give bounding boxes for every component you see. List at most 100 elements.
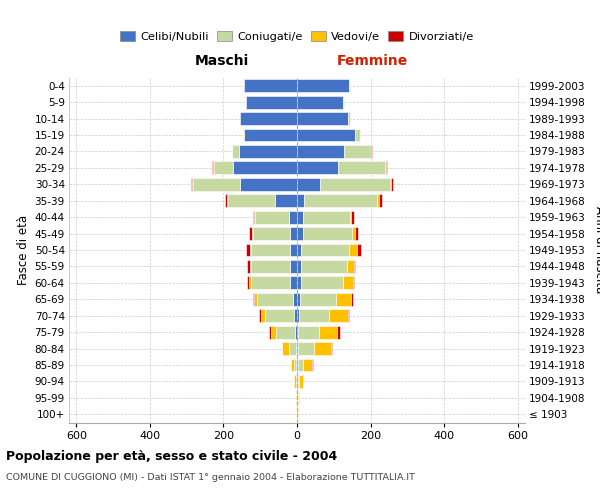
Bar	[301, 244, 349, 256]
Bar	[347, 260, 354, 273]
Bar	[253, 227, 290, 240]
Bar	[249, 227, 252, 240]
Bar	[227, 194, 228, 207]
Bar	[275, 194, 297, 207]
Bar	[193, 178, 240, 190]
Bar	[297, 210, 302, 224]
Bar	[295, 375, 296, 388]
Bar	[297, 194, 304, 207]
Bar	[290, 260, 297, 273]
Bar	[297, 112, 349, 125]
Bar	[353, 276, 354, 289]
Bar	[299, 375, 302, 388]
Bar	[352, 210, 354, 224]
Bar	[251, 244, 290, 256]
Bar	[257, 293, 293, 306]
Bar	[355, 128, 359, 141]
Bar	[355, 227, 358, 240]
Bar	[297, 260, 301, 273]
Bar	[314, 342, 331, 355]
Y-axis label: Fasce di età: Fasce di età	[17, 215, 31, 285]
Bar	[377, 194, 379, 207]
Bar	[297, 293, 299, 306]
Bar	[319, 326, 337, 338]
Bar	[243, 128, 244, 141]
Bar	[282, 342, 289, 355]
Bar	[246, 96, 297, 108]
Bar	[298, 358, 302, 372]
Text: Maschi: Maschi	[194, 54, 249, 68]
Bar	[240, 178, 297, 190]
Bar	[289, 342, 296, 355]
Bar	[259, 310, 261, 322]
Bar	[343, 96, 344, 108]
Bar	[250, 244, 251, 256]
Bar	[331, 342, 332, 355]
Bar	[239, 145, 297, 158]
Text: COMUNE DI CUGGIONO (MI) - Dati ISTAT 1° gennaio 2004 - Elaborazione TUTTITALIA.I: COMUNE DI CUGGIONO (MI) - Dati ISTAT 1° …	[6, 472, 415, 482]
Bar	[290, 244, 297, 256]
Bar	[294, 358, 296, 372]
Bar	[320, 178, 391, 190]
Bar	[244, 80, 297, 92]
Bar	[349, 112, 350, 125]
Bar	[247, 276, 249, 289]
Bar	[244, 128, 297, 141]
Bar	[224, 194, 227, 207]
Bar	[296, 375, 297, 388]
Bar	[379, 194, 382, 207]
Bar	[228, 194, 275, 207]
Bar	[297, 408, 298, 420]
Bar	[294, 310, 297, 322]
Bar	[302, 358, 313, 372]
Bar	[344, 145, 371, 158]
Bar	[233, 162, 297, 174]
Bar	[253, 293, 254, 306]
Bar	[297, 162, 338, 174]
Bar	[329, 310, 348, 322]
Bar	[297, 80, 349, 92]
Bar	[261, 310, 265, 322]
Bar	[281, 342, 282, 355]
Text: Femmine: Femmine	[337, 54, 408, 68]
Bar	[391, 178, 392, 190]
Bar	[255, 210, 289, 224]
Bar	[356, 244, 361, 256]
Bar	[299, 293, 337, 306]
Bar	[251, 276, 290, 289]
Bar	[192, 178, 193, 190]
Bar	[297, 375, 298, 388]
Bar	[304, 194, 377, 207]
Bar	[297, 358, 298, 372]
Bar	[214, 162, 233, 174]
Bar	[297, 310, 299, 322]
Bar	[298, 392, 299, 404]
Bar	[337, 293, 351, 306]
Bar	[246, 244, 250, 256]
Bar	[297, 145, 344, 158]
Bar	[297, 326, 298, 338]
Bar	[302, 210, 350, 224]
Bar	[351, 293, 353, 306]
Bar	[240, 112, 297, 125]
Bar	[298, 326, 319, 338]
Bar	[252, 227, 253, 240]
Bar	[386, 162, 387, 174]
Bar	[191, 178, 192, 190]
Bar	[232, 145, 239, 158]
Y-axis label: Anni di nascita: Anni di nascita	[593, 206, 600, 294]
Bar	[251, 260, 290, 273]
Bar	[253, 210, 254, 224]
Legend: Celibi/Nubili, Coniugati/e, Vedovi/e, Divorziati/e: Celibi/Nubili, Coniugati/e, Vedovi/e, Di…	[115, 26, 479, 46]
Bar	[291, 358, 294, 372]
Bar	[302, 227, 352, 240]
Bar	[298, 375, 299, 388]
Bar	[297, 178, 320, 190]
Bar	[290, 227, 297, 240]
Bar	[297, 128, 355, 141]
Bar	[296, 358, 297, 372]
Bar	[297, 276, 301, 289]
Bar	[295, 326, 297, 338]
Bar	[354, 260, 355, 273]
Bar	[271, 326, 276, 338]
